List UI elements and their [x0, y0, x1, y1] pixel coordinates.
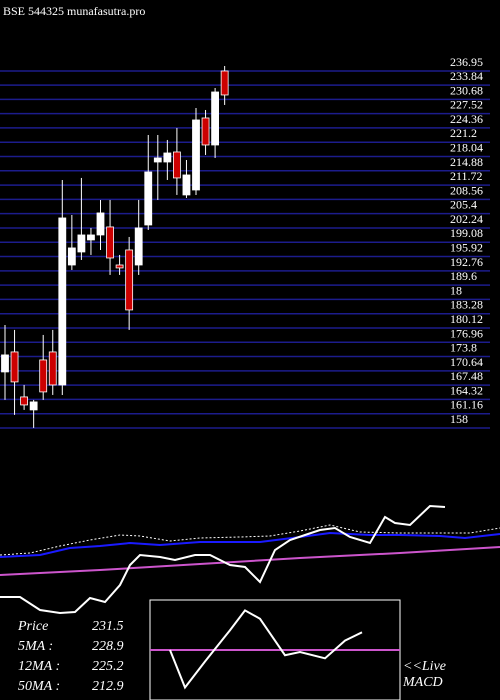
- candle-body: [10, 351, 19, 383]
- y-tick-label: 221.2: [450, 126, 477, 140]
- candle-body: [20, 396, 29, 406]
- y-tick-label: 173.8: [450, 341, 477, 355]
- legend-label: Price: [17, 619, 48, 634]
- candle-body: [163, 152, 172, 163]
- candle-body: [67, 247, 76, 266]
- legend-label: 12MA :: [18, 659, 60, 674]
- y-tick-label: 214.88: [450, 155, 483, 169]
- candle-body: [134, 227, 143, 266]
- y-tick-label: 180.12: [450, 312, 483, 326]
- legend-label: 5MA :: [18, 639, 53, 654]
- candle-body: [211, 91, 220, 146]
- candle-body: [125, 249, 134, 311]
- y-tick-label: 170.64: [450, 355, 483, 369]
- indicator-line: [0, 546, 500, 576]
- y-tick-label: 164.32: [450, 383, 483, 397]
- y-tick-label: 189.6: [450, 269, 477, 283]
- candle-body: [48, 351, 57, 386]
- y-tick-label: 199.08: [450, 226, 483, 240]
- macd-label: MACD: [402, 675, 443, 690]
- candle-body: [29, 401, 38, 411]
- legend-value: 212.9: [92, 679, 124, 694]
- y-tick-label: 205.4: [450, 198, 477, 212]
- candle-body: [182, 174, 191, 196]
- candle-body: [58, 217, 67, 386]
- candle-body: [144, 171, 153, 226]
- candle-body: [220, 70, 229, 96]
- y-tick-label: 18: [450, 283, 462, 297]
- candle-body: [1, 354, 9, 373]
- candle-body: [192, 119, 200, 191]
- legend-value: 228.9: [92, 639, 124, 654]
- indicator-line: [0, 531, 500, 558]
- y-tick-label: 195.92: [450, 241, 483, 255]
- candle-body: [153, 157, 162, 163]
- candle-body: [39, 359, 48, 393]
- y-tick-label: 202.24: [450, 212, 483, 226]
- y-tick-label: 211.72: [450, 169, 483, 183]
- chart-title: BSE 544325 munafasutra.pro: [3, 4, 145, 18]
- y-tick-label: 158: [450, 412, 468, 426]
- indicator-line: [0, 504, 446, 615]
- y-tick-label: 233.84: [450, 69, 483, 83]
- y-tick-label: 227.52: [450, 98, 483, 112]
- y-tick-label: 236.95: [450, 55, 483, 69]
- y-tick-label: 192.76: [450, 255, 483, 269]
- candle-body: [106, 226, 114, 259]
- candle-body: [115, 264, 124, 269]
- y-tick-label: 167.48: [450, 369, 483, 383]
- legend-value: 231.5: [92, 619, 124, 634]
- y-tick-label: 161.16: [450, 398, 483, 412]
- candle-body: [96, 212, 105, 236]
- indicator-line: [0, 524, 500, 556]
- indicator-line: [169, 609, 363, 690]
- candle-body: [172, 151, 181, 179]
- live-label: <<Live: [403, 659, 446, 674]
- y-tick-label: 208.56: [450, 183, 483, 197]
- candle-body: [77, 234, 86, 253]
- y-tick-label: 230.68: [450, 83, 483, 97]
- legend-value: 225.2: [92, 659, 124, 674]
- y-tick-label: 224.36: [450, 112, 483, 126]
- y-tick-label: 218.04: [450, 141, 483, 155]
- candle-body: [201, 117, 210, 146]
- y-tick-label: 183.28: [450, 298, 483, 312]
- candle-body: [87, 234, 95, 241]
- legend-label: 50MA :: [18, 679, 60, 694]
- y-tick-label: 176.96: [450, 326, 483, 340]
